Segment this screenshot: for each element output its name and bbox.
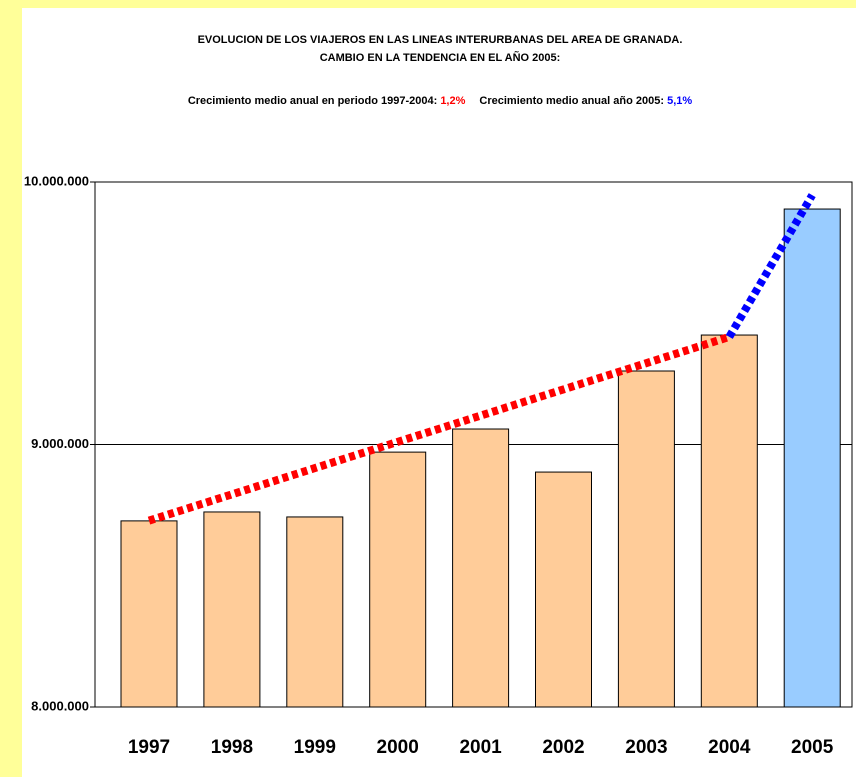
bar (120, 520, 178, 708)
x-tick-label: 1998 (211, 737, 253, 758)
annotation-value: 1,2% (440, 95, 465, 107)
x-tick-label: 1997 (128, 737, 170, 758)
annotation: Crecimiento medio anual año 2005: (479, 95, 664, 107)
y-tick-label: 10.000.000 (24, 173, 89, 188)
x-tick-label: 2003 (625, 737, 667, 758)
x-tick-label: 2000 (377, 737, 419, 758)
annotation-value: 5,1% (667, 95, 692, 107)
bar (700, 334, 758, 708)
y-tick-label: 8.000.000 (31, 698, 89, 713)
annotation: Crecimiento medio anual en periodo 1997-… (188, 95, 437, 107)
chart-title: EVOLUCION DE LOS VIAJEROS EN LAS LINEAS … (198, 34, 683, 46)
bar (286, 516, 344, 708)
annotation-line: Crecimiento medio anual en periodo 1997-… (188, 95, 693, 107)
bar (369, 451, 427, 708)
trend-line (725, 193, 816, 339)
bar (535, 471, 592, 708)
x-tick-label: 1999 (294, 737, 336, 758)
y-tick-label: 9.000.000 (31, 436, 89, 451)
x-tick-label: 2004 (708, 737, 751, 758)
bar (452, 428, 510, 708)
trend-line (147, 333, 731, 525)
bar (617, 370, 675, 708)
x-tick-label: 2001 (459, 737, 502, 758)
x-tick-label: 2002 (542, 737, 584, 758)
bar (203, 511, 261, 708)
chart-subtitle: CAMBIO EN LA TENDENCIA EN EL AÑO 2005: (320, 51, 561, 64)
bar (783, 208, 841, 708)
x-tick-label: 2005 (791, 737, 834, 758)
